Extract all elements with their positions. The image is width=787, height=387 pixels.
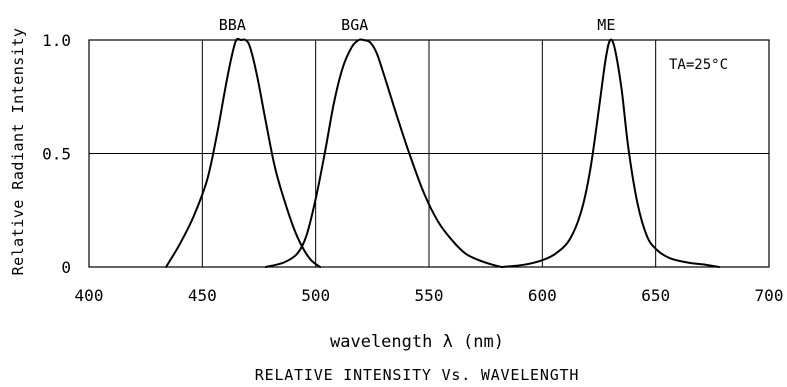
x-tick-label: 400 [75,286,104,305]
plot-frame [88,39,770,268]
series-group [165,37,721,268]
y-tick-label: 0.5 [42,145,71,164]
curve-labels: BBA BGA ME [219,16,616,34]
series-line-me [500,38,721,268]
y-tick-label: 1.0 [42,31,71,50]
x-tick-label: 500 [301,286,330,305]
y-tick-label: 0 [61,258,71,277]
series-line-bga [264,38,503,268]
x-axis-label: wavelength λ (nm) [330,332,504,352]
x-tick-label: 650 [641,286,670,305]
grid-lines [89,40,769,267]
series-label-me: ME [597,16,615,34]
series-label-bga: BGA [341,16,368,34]
x-tick-label: 550 [415,286,444,305]
tick-labels: 400 450 500 550 600 650 700 0 0.5 1.0 [42,31,783,305]
x-tick-label: 700 [755,286,784,305]
x-tick-label: 450 [188,286,217,305]
x-tick-label: 600 [528,286,557,305]
temperature-annotation: TA=25°C [669,57,728,73]
y-axis-label: Relative Radiant Intensity [9,28,27,276]
series-line-bba [165,37,322,268]
series-label-bba: BBA [219,16,246,34]
chart-title: RELATIVE INTENSITY Vs. WAVELENGTH [255,366,579,384]
